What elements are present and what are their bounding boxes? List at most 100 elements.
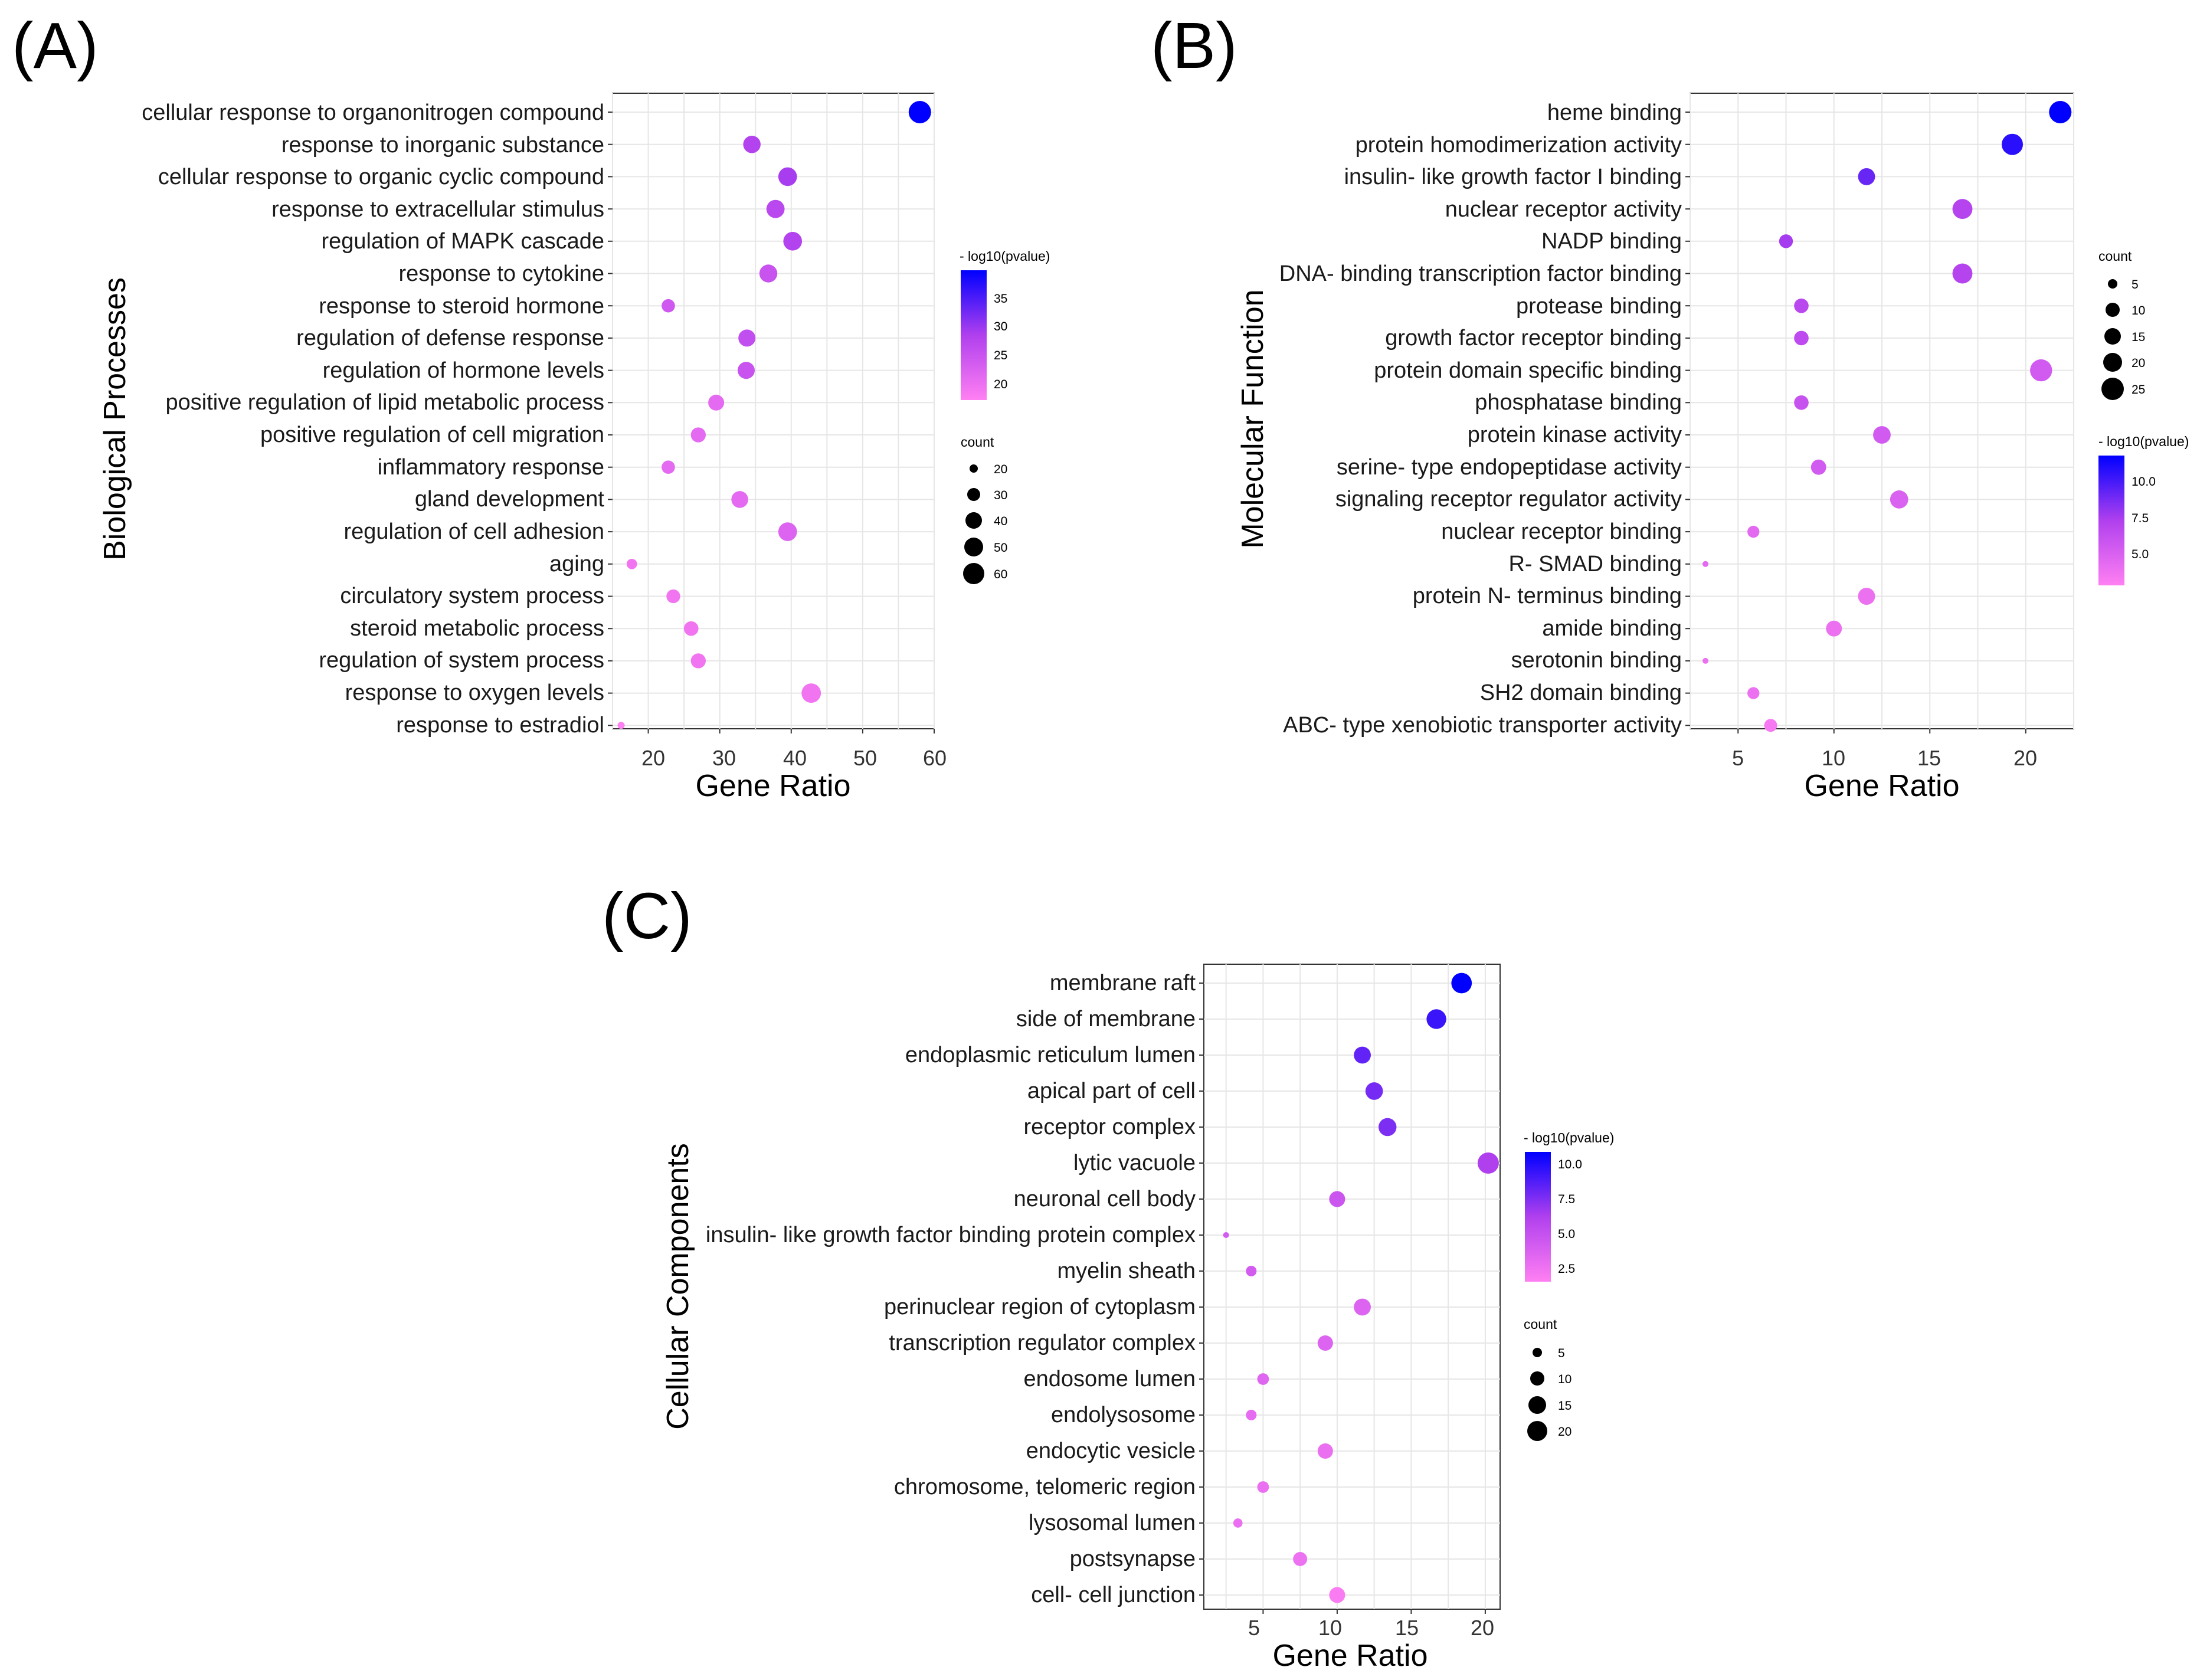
panel-c-category-labels: membrane raft side of membrane endoplasm… [706, 971, 1196, 1607]
data-point [766, 199, 785, 218]
category-label: inflammatory response [378, 455, 604, 480]
size-legend-label: 20 [1558, 1425, 1571, 1439]
size-legend-dot [2108, 279, 2117, 289]
color-legend-label: 5.0 [2132, 548, 2149, 561]
data-point [1257, 1373, 1269, 1385]
category-label: regulation of defense response [296, 326, 604, 351]
data-point [908, 101, 931, 123]
category-label: SH2 domain binding [1480, 680, 1682, 705]
size-legend-title: count [2098, 248, 2132, 264]
x-axis-title: Gene Ratio [695, 769, 850, 803]
category-label: response to inorganic substance [281, 133, 604, 158]
panel-b-points [1702, 101, 2072, 732]
category-label: insulin- like growth factor I binding [1344, 165, 1682, 189]
category-label: NADP binding [1541, 229, 1682, 254]
x-axis-title: Gene Ratio [1804, 769, 1959, 803]
data-point [1365, 1082, 1383, 1100]
data-point [759, 264, 778, 283]
category-label: growth factor receptor binding [1385, 326, 1682, 351]
category-label: protein homodimerization activity [1356, 133, 1682, 158]
panel-c-x-ticks: 5 10 15 20 [1248, 1616, 1494, 1640]
category-label: chromosome, telomeric region [894, 1475, 1196, 1499]
x-tick-label: 30 [712, 746, 736, 770]
data-point [1858, 168, 1875, 185]
panel-a-x-ticks: 20 30 40 50 60 [641, 746, 947, 770]
data-point [690, 427, 706, 443]
color-legend-label: 5.0 [1558, 1227, 1575, 1241]
category-label: positive regulation of cell migration [260, 423, 604, 447]
x-tick-label: 15 [1917, 746, 1941, 770]
size-legend-dot [1533, 1348, 1542, 1357]
size-legend-dot [970, 464, 978, 473]
size-legend-label: 20 [994, 463, 1007, 476]
category-label: myelin sheath [1057, 1259, 1196, 1283]
data-point [1952, 199, 1973, 220]
category-label: ABC- type xenobiotic transporter activit… [1283, 713, 1682, 738]
panel-a: (A) cellular response to organonitrogen … [12, 9, 1050, 803]
category-label: postsynapse [1070, 1547, 1196, 1571]
color-legend-label: 30 [994, 320, 1007, 333]
data-point [1794, 330, 1809, 346]
category-label: gland development [415, 487, 605, 512]
data-point [1794, 298, 1809, 313]
category-label: positive regulation of lipid metabolic p… [165, 390, 604, 415]
data-point [2049, 101, 2072, 123]
category-label: circulatory system process [340, 584, 604, 608]
size-legend-dot [2106, 303, 2120, 317]
color-legend-label: 20 [994, 378, 1007, 391]
data-point [662, 299, 675, 313]
panel-c-size-legend: count 5 10 15 20 [1524, 1317, 1571, 1441]
panel-a-points [617, 101, 931, 729]
panel-a-label: (A) [12, 9, 99, 82]
color-legend-label: 2.5 [1558, 1262, 1575, 1276]
panel-b: (B) heme binding protein homodimerizatio… [1151, 9, 2189, 803]
panel-b-color-legend: - log10(pvalue) 5.0 7.5 10.0 [2098, 434, 2189, 585]
category-label: response to cytokine [398, 261, 604, 286]
category-label: DNA- binding transcription factor bindin… [1279, 261, 1682, 286]
category-label: perinuclear region of cytoplasm [884, 1295, 1196, 1319]
color-legend-bar [1525, 1152, 1551, 1282]
data-point [1246, 1265, 1257, 1277]
category-label: protein kinase activity [1468, 423, 1682, 447]
color-legend-bar [961, 270, 987, 400]
color-legend-label: 25 [994, 349, 1007, 362]
data-point [1810, 459, 1826, 475]
category-label: endocytic vesicle [1026, 1439, 1196, 1463]
x-tick-label: 10 [1318, 1616, 1342, 1640]
x-tick-label: 10 [1822, 746, 1845, 770]
category-label: response to steroid hormone [319, 294, 604, 319]
data-point [1293, 1552, 1308, 1566]
category-label: amide binding [1542, 616, 1682, 641]
x-tick-label: 50 [853, 746, 877, 770]
data-point [738, 329, 756, 347]
panel-c-color-legend: - log10(pvalue) 2.5 5.0 7.5 10.0 [1524, 1130, 1614, 1282]
data-point [666, 589, 680, 604]
data-point [1379, 1118, 1397, 1137]
category-label: neuronal cell body [1014, 1187, 1196, 1211]
panel-b-x-ticks: 5 10 15 20 [1732, 746, 2037, 770]
size-legend-dot [967, 488, 980, 501]
category-label: aging [549, 552, 604, 577]
data-point [1317, 1335, 1333, 1351]
size-legend-dot [964, 538, 983, 556]
data-point [626, 558, 637, 569]
category-label: endosome lumen [1023, 1367, 1196, 1391]
data-point [801, 683, 821, 703]
color-legend-bar [2098, 456, 2124, 585]
y-axis-title: Molecular Function [1236, 289, 1270, 548]
data-point [1233, 1518, 1243, 1528]
category-label: apical part of cell [1027, 1079, 1196, 1103]
x-tick-label: 15 [1395, 1616, 1419, 1640]
panel-c: (C) membrane raft side of membrane endop… [602, 880, 1614, 1673]
category-label: regulation of MAPK cascade [322, 229, 605, 254]
data-point [1317, 1443, 1333, 1459]
data-point [2030, 359, 2052, 382]
data-point [1794, 395, 1809, 410]
category-label: phosphatase binding [1475, 390, 1682, 415]
x-tick-label: 5 [1248, 1616, 1260, 1640]
x-tick-label: 20 [641, 746, 665, 770]
size-legend-dot [1530, 1371, 1544, 1386]
data-point [1764, 719, 1777, 732]
size-legend-label: 5 [1558, 1347, 1565, 1360]
category-label: cellular response to organic cyclic comp… [158, 165, 604, 189]
